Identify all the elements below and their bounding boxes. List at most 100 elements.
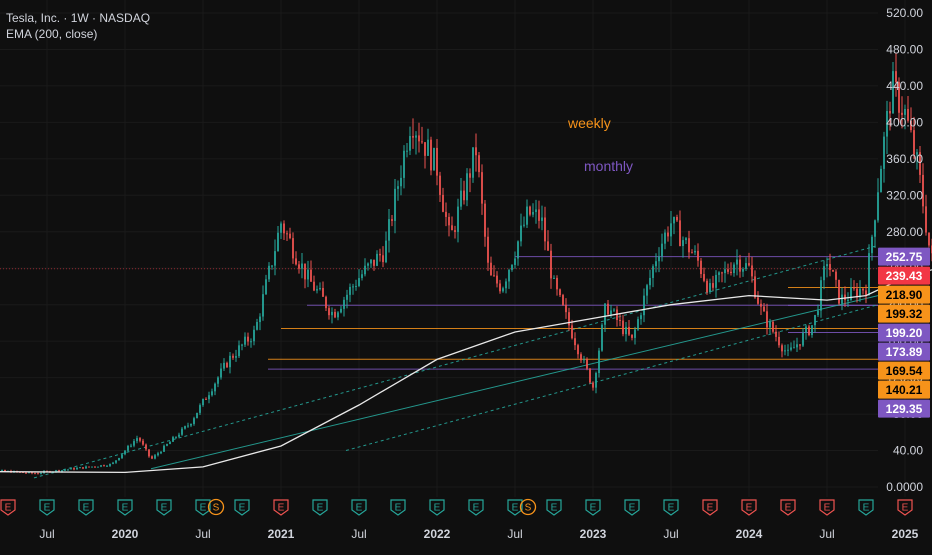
candle-body [118,457,120,461]
price-label-box[interactable] [878,361,930,380]
x-tick-label: 2025 [892,527,919,541]
trendline-dashed[interactable] [33,244,879,479]
symbol-title[interactable]: Tesla, Inc. · 1W · NASDAQ [6,11,151,25]
candle-body [763,306,765,312]
earnings-marker[interactable] [624,499,640,516]
candle-body [679,220,681,247]
candle-body [373,259,375,266]
trendline-solid[interactable] [150,295,879,470]
price-label-box[interactable] [878,342,930,361]
y-tick-label: 40.00 [893,444,923,458]
candle-body [139,438,141,441]
candle-body [214,383,216,392]
earnings-marker[interactable] [819,499,835,516]
candle-body [232,355,234,358]
candle-body [886,111,888,137]
candle-body [181,428,183,435]
candle-body [496,275,498,284]
candle-body [361,274,363,279]
earnings-marker[interactable] [780,499,796,516]
candle-body [670,223,672,237]
earnings-marker[interactable] [0,499,16,516]
candle-body [877,192,879,221]
price-label-box[interactable] [878,285,930,304]
earnings-marker[interactable] [897,499,913,516]
candle-body [862,288,864,291]
price-label-box[interactable] [878,323,930,342]
earnings-marker[interactable] [663,499,679,516]
earnings-marker-label: E [707,503,714,514]
earnings-marker[interactable] [468,499,484,516]
candle-body [313,281,315,291]
candle-body [772,321,774,332]
candle-body [475,147,477,156]
candle-body [364,265,366,275]
price-label-box[interactable] [878,247,930,266]
candle-body [751,265,753,277]
earnings-marker[interactable] [273,499,289,516]
price-label-box[interactable] [878,399,930,418]
candle-body [277,232,279,252]
earnings-marker[interactable] [741,499,757,516]
y-tick-label: 480.00 [886,42,923,56]
earnings-marker[interactable] [429,499,445,516]
candle-body [64,469,66,471]
candle-body [226,362,228,368]
split-marker[interactable] [519,498,537,516]
candle-body [268,265,270,280]
earnings-marker[interactable] [585,499,601,516]
earnings-marker[interactable] [195,499,211,516]
candle-body [610,310,612,315]
candle-body [652,266,654,278]
candle-body [499,283,501,292]
earnings-marker[interactable] [858,499,874,516]
earnings-marker[interactable] [78,499,94,516]
price-label-box[interactable] [878,380,930,399]
candle-body [547,241,549,251]
candle-body [418,135,420,142]
candle-body [409,136,411,151]
earnings-marker[interactable] [117,499,133,516]
earnings-marker[interactable] [390,499,406,516]
candle-body [586,359,588,369]
ema-200-line[interactable] [0,266,932,474]
candle-body [94,466,96,468]
candle-body [625,326,627,335]
candle-body [727,269,729,272]
indicator-title[interactable]: EMA (200, close) [6,27,98,41]
candle-body [748,263,750,266]
candle-body [739,259,741,272]
candle-body [760,303,762,307]
candle-body [37,473,39,475]
candle-body [799,344,801,346]
earnings-marker[interactable] [702,499,718,516]
earnings-marker[interactable] [507,499,523,516]
candle-body [730,271,732,274]
earnings-marker[interactable] [351,499,367,516]
event-markers: EEEEEEESEEEEEEEESEEEEEEEEEEE [0,498,913,516]
candle-body [778,336,780,346]
candle-body [130,445,132,447]
earnings-marker-label: E [746,503,753,514]
earnings-marker[interactable] [546,499,562,516]
earnings-marker[interactable] [312,499,328,516]
candle-body [529,206,531,215]
price-label-box[interactable] [878,304,930,323]
ema-line [0,266,932,474]
earnings-marker[interactable] [234,499,250,516]
price-label-box[interactable] [878,266,930,285]
candle-body [790,347,792,350]
candle-body [454,230,456,232]
split-marker[interactable] [207,498,225,516]
earnings-marker[interactable] [39,499,55,516]
earnings-marker[interactable] [156,499,172,516]
split-marker-label: S [213,503,220,514]
candle-body [133,441,135,446]
candle-body [712,283,714,288]
candle-body [565,304,567,313]
candle-body [76,467,78,470]
trendline-dashed[interactable] [345,304,879,452]
candle-body [472,147,474,178]
